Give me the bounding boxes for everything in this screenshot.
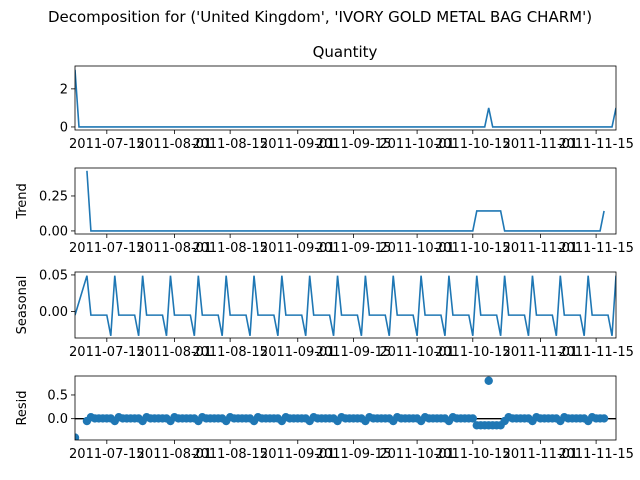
- seasonal-xtick-label: 2011-11-01: [503, 345, 579, 360]
- seasonal-xtick-label: 2011-09-01: [260, 345, 336, 360]
- observed-xtick-label: 2011-11-15: [558, 137, 634, 152]
- resid-ytick-label: 0.5: [47, 388, 68, 403]
- resid-xtick-label: 2011-10-15: [435, 447, 511, 462]
- resid-xtick-label: 2011-10-01: [379, 447, 455, 462]
- observed-series-line: [75, 69, 616, 128]
- resid-panel: 0.00.52011-07-152011-08-012011-08-152011…: [15, 375, 634, 462]
- observed-xtick-label: 2011-07-15: [69, 137, 145, 152]
- seasonal-series-line: [75, 275, 616, 336]
- seasonal-axes-frame: [74, 271, 617, 339]
- seasonal-ytick-label: 0.05: [39, 268, 68, 283]
- observed-ytick-label: 0: [60, 120, 68, 135]
- resid-outlier-point: [75, 433, 80, 440]
- seasonal-xtick-label: 2011-11-15: [558, 345, 634, 360]
- resid-xtick-label: 2011-11-01: [503, 447, 579, 462]
- seasonal-xtick-label: 2011-10-01: [379, 345, 455, 360]
- trend-xtick-label: 2011-10-01: [379, 241, 455, 256]
- resid-xtick-label: 2011-08-15: [192, 447, 268, 462]
- seasonal-xtick-label: 2011-08-01: [137, 345, 213, 360]
- trend-panel: 0.000.252011-07-152011-08-012011-08-1520…: [15, 167, 634, 256]
- observed-axes-frame: [74, 65, 617, 131]
- observed-xtick-label: 2011-08-15: [192, 137, 268, 152]
- figure-title: Decomposition for ('United Kingdom', 'IV…: [48, 8, 592, 26]
- resid-ylabel: Resid: [15, 390, 30, 425]
- trend-ytick-label: 0.25: [39, 189, 68, 204]
- trend-xtick-label: 2011-08-15: [192, 241, 268, 256]
- trend-series-line: [86, 170, 605, 232]
- trend-xtick-label: 2011-07-15: [69, 241, 145, 256]
- seasonal-xtick-label: 2011-07-15: [69, 345, 145, 360]
- resid-point: [599, 414, 609, 423]
- resid-axes-frame: [74, 375, 617, 441]
- panels: 022011-07-152011-08-012011-08-152011-09-…: [15, 65, 634, 462]
- resid-xtick-label: 2011-09-15: [316, 447, 392, 462]
- trend-xtick-label: 2011-09-15: [316, 241, 392, 256]
- observed-xtick-label: 2011-10-15: [435, 137, 511, 152]
- resid-xtick-label: 2011-09-01: [260, 447, 336, 462]
- observed-panel-title: Quantity: [313, 43, 378, 61]
- seasonal-panel: 0.000.052011-07-152011-08-012011-08-1520…: [15, 268, 634, 360]
- observed-xtick-label: 2011-11-01: [503, 137, 579, 152]
- resid-ytick-label: 0.0: [47, 412, 68, 427]
- resid-xtick-label: 2011-07-15: [69, 447, 145, 462]
- resid-outlier-point: [484, 376, 493, 385]
- trend-xtick-label: 2011-11-15: [558, 241, 634, 256]
- trend-xtick-label: 2011-09-01: [260, 241, 336, 256]
- seasonal-xtick-label: 2011-08-15: [192, 345, 268, 360]
- resid-point: [468, 414, 477, 423]
- trend-axes-frame: [74, 167, 617, 235]
- trend-ytick-label: 0.00: [39, 224, 68, 239]
- observed-xtick-label: 2011-09-15: [316, 137, 392, 152]
- seasonal-plot-area: [75, 275, 616, 336]
- trend-xtick-label: 2011-11-01: [503, 241, 579, 256]
- observed-xtick-label: 2011-08-01: [137, 137, 213, 152]
- resid-xtick-label: 2011-08-01: [137, 447, 213, 462]
- observed-panel: 022011-07-152011-08-012011-08-152011-09-…: [60, 65, 634, 152]
- observed-plot-area: [75, 69, 616, 128]
- seasonal-ytick-label: 0.00: [39, 305, 68, 320]
- resid-xtick-label: 2011-11-15: [558, 447, 634, 462]
- trend-plot-area: [86, 170, 605, 232]
- resid-plot-area: [75, 376, 616, 440]
- seasonal-xtick-label: 2011-10-15: [435, 345, 511, 360]
- observed-xtick-label: 2011-10-01: [379, 137, 455, 152]
- observed-xtick-label: 2011-09-01: [260, 137, 336, 152]
- observed-ytick-label: 2: [60, 82, 68, 97]
- trend-xtick-label: 2011-10-15: [435, 241, 511, 256]
- trend-xtick-label: 2011-08-01: [137, 241, 213, 256]
- trend-ylabel: Trend: [15, 183, 30, 220]
- seasonal-xtick-label: 2011-09-15: [316, 345, 392, 360]
- seasonal-ylabel: Seasonal: [15, 276, 30, 335]
